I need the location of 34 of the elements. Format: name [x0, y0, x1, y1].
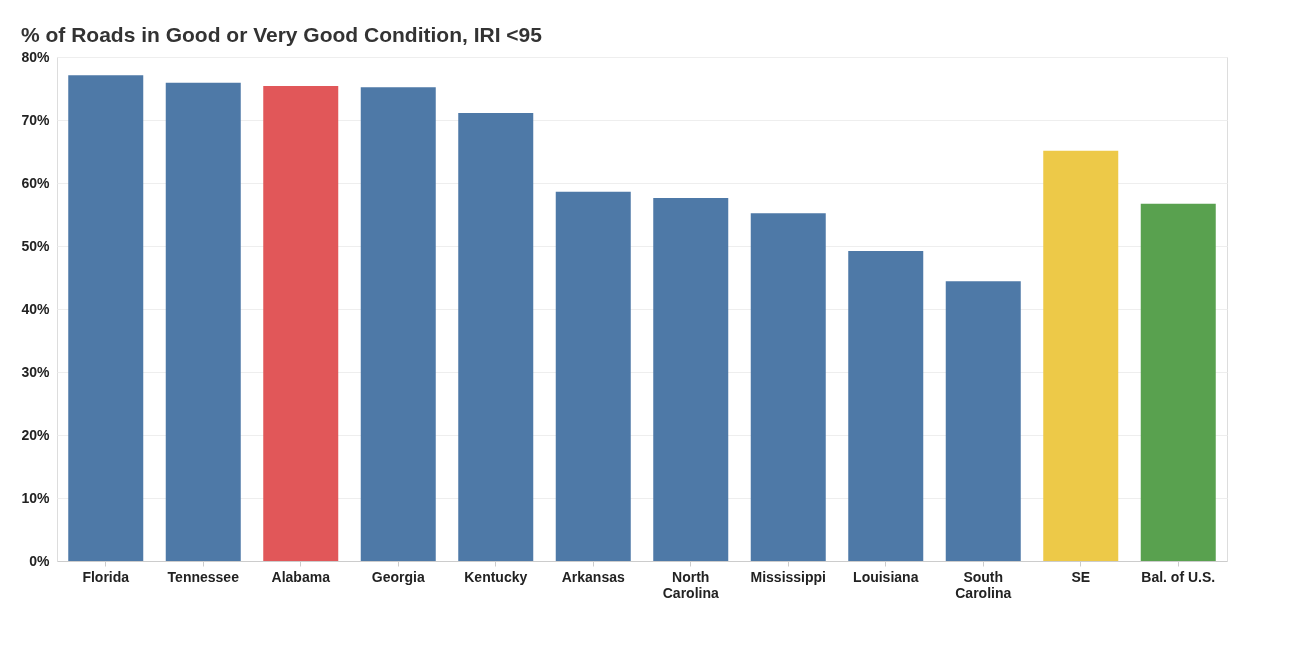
- x-tick-label: Bal. of U.S.: [1141, 568, 1216, 585]
- bar: [1043, 150, 1119, 561]
- x-tick-label: Tennessee: [167, 568, 240, 585]
- bar: [263, 85, 339, 561]
- y-tick-label: 10%: [21, 489, 51, 506]
- x-tick-label: Florida: [82, 568, 130, 585]
- bar: [1140, 203, 1216, 561]
- bar: [555, 191, 631, 561]
- chart-title: % of Roads in Good or Very Good Condition, IRI <95: [20, 23, 543, 46]
- y-tick-label: 80%: [21, 48, 51, 65]
- y-tick-label: 20%: [21, 426, 51, 443]
- y-tick-label: 60%: [21, 174, 51, 191]
- bar: [653, 198, 729, 561]
- bar: [165, 82, 241, 561]
- bar: [750, 213, 826, 561]
- x-tick-label: North Carolina: [662, 568, 719, 601]
- bar: [458, 113, 534, 561]
- x-tick-label: Louisiana: [853, 568, 919, 585]
- y-tick-label: 40%: [21, 300, 51, 317]
- x-tick-label: South Carolina: [955, 568, 1012, 601]
- bar: [68, 75, 144, 561]
- x-tick-label: Alabama: [271, 568, 331, 585]
- bar: [360, 87, 436, 561]
- y-tick-label: 50%: [21, 237, 51, 254]
- x-tick-label: Arkansas: [561, 568, 625, 585]
- x-tick-label: Georgia: [371, 568, 425, 585]
- bar: [945, 281, 1021, 561]
- x-tick-label: SE: [1071, 568, 1091, 585]
- y-tick-label: 30%: [21, 363, 51, 380]
- bar: [848, 251, 924, 561]
- y-tick-label: 70%: [21, 111, 51, 128]
- x-tick-label: Mississippi: [750, 568, 826, 585]
- y-tick-label: 0%: [29, 552, 51, 569]
- x-tick-label: Kentucky: [464, 568, 528, 585]
